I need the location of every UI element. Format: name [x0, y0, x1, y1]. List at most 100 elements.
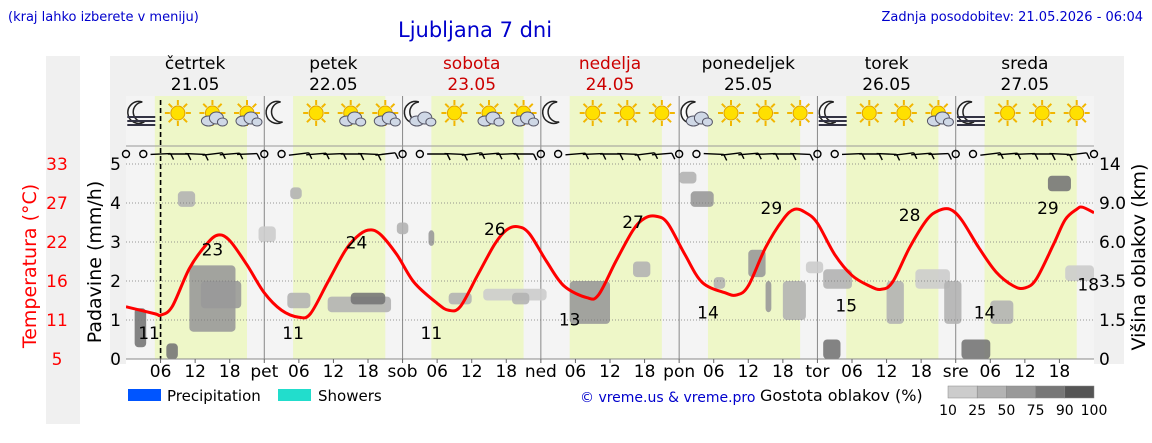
calm-wind-icon: [813, 149, 822, 159]
cloud-shape: [512, 111, 540, 127]
sun-ray: [943, 103, 949, 109]
sun-icon: [441, 100, 468, 126]
sun-ray: [459, 117, 465, 123]
cloud-block: [679, 171, 697, 184]
calm-wind-icon: [536, 149, 546, 159]
cloud-shape: [685, 111, 713, 127]
sun-ray: [444, 103, 450, 109]
moon-icon: [541, 100, 560, 125]
x-tick-label: 12: [323, 362, 345, 382]
sun-ray: [528, 103, 534, 109]
sun-ray: [997, 117, 1003, 123]
sun-ray: [859, 117, 865, 123]
precip-tick: 4: [110, 194, 121, 214]
wind-shaft: [565, 152, 586, 156]
sun-ray: [1032, 103, 1038, 109]
cloud-height-tick: 3.5: [1099, 272, 1126, 292]
calm-wind-icon: [277, 149, 286, 159]
sun-disc: [1034, 105, 1050, 121]
cloud-shape: [235, 111, 263, 127]
cloud-block: [961, 339, 991, 359]
day-date-6: 26.05: [862, 75, 911, 95]
right-gutter: [1094, 56, 1124, 364]
wind-feather: [999, 152, 1004, 160]
moon-icon: [265, 100, 283, 125]
sun-ray: [735, 103, 741, 109]
day-date-7: 27.05: [1001, 75, 1050, 95]
cloud-density-level: 75: [1027, 403, 1045, 419]
sun-ray: [735, 117, 741, 123]
region-hint[interactable]: (kraj lahko izberete v meniju): [8, 10, 199, 25]
wind-shaft: [617, 152, 638, 156]
wind-shaft: [893, 152, 914, 156]
cloud-height-tick: 9.0: [1099, 194, 1126, 214]
sun-ray: [182, 103, 188, 109]
sun-cloud-icon: [337, 100, 367, 127]
wind-feather: [394, 152, 399, 160]
temperature-line: [126, 205, 1094, 320]
sun-ray: [928, 103, 934, 109]
wind-shaft: [461, 152, 482, 156]
sun-disc: [1069, 105, 1085, 121]
sun-icon: [614, 100, 641, 126]
sun-ray: [582, 117, 588, 123]
cloud-puff: [493, 117, 505, 127]
cloud-block: [990, 300, 1014, 324]
cloud-shape: [409, 111, 437, 127]
calm-wind-icon: [968, 149, 978, 159]
wind-shaft: [444, 152, 465, 156]
cloud-density-swatch: [1006, 385, 1036, 399]
cloud-puff: [528, 117, 540, 127]
temperature-value-label: 18: [1077, 275, 1099, 295]
day-date-3: 23.05: [447, 75, 496, 95]
left-gutter: [110, 56, 126, 364]
temperature-value-label: 11: [282, 324, 304, 344]
sun-disc: [585, 105, 601, 121]
cloud-puff: [389, 117, 401, 127]
cloud-height-axis-title: Višina oblakov (km): [1128, 164, 1150, 351]
sun-ray: [908, 117, 914, 123]
wind-shaft: [1014, 152, 1035, 156]
wind-shaft: [306, 152, 327, 156]
cloud-block: [944, 281, 962, 324]
wind-feather: [809, 154, 814, 161]
sun-icon: [579, 100, 606, 126]
sun-ray: [513, 103, 519, 109]
x-tick-label: 06: [703, 362, 725, 382]
calm-wind-icon: [553, 149, 563, 159]
cloud-block: [166, 343, 178, 359]
last-update: Zadnja posodobitev: 21.05.2026 - 06:04: [881, 10, 1143, 25]
sun-disc: [446, 105, 462, 121]
calm-wind-icon: [674, 149, 684, 159]
wind-shaft: [323, 152, 344, 156]
cloud-block: [823, 269, 852, 289]
sun-ray: [874, 117, 880, 123]
wind-barb: [720, 152, 745, 160]
cloud-block: [886, 281, 904, 324]
cloud-block: [200, 281, 242, 309]
cloud-block: [782, 281, 806, 320]
temperature-value-label: 15: [835, 296, 857, 316]
x-tick-label: 06: [426, 362, 448, 382]
wind-feather: [360, 153, 365, 161]
precip-tick: 1: [110, 311, 121, 331]
sun-icon: [787, 100, 814, 126]
x-tick-label: 06: [979, 362, 1001, 382]
cloud-shape: [926, 111, 954, 127]
sun-ray: [721, 103, 727, 109]
sun-disc: [723, 105, 739, 121]
temperature-tick: 5: [52, 350, 63, 370]
x-tick-label: 06: [288, 362, 310, 382]
precipitation-swatch: [128, 389, 161, 401]
sun-ray: [321, 117, 327, 123]
cloud-block: [512, 292, 530, 305]
wind-shaft: [202, 152, 223, 156]
sun-ray: [805, 117, 811, 123]
precipitation-axis-title: Padavine (mm/h): [84, 181, 106, 344]
wind-shaft: [720, 152, 742, 156]
cloud-puff: [942, 117, 954, 127]
temperature-value-label: 11: [421, 324, 443, 344]
sun-icon: [994, 100, 1021, 126]
copyright-link[interactable]: © vreme.us & vreme.pro: [580, 390, 755, 406]
